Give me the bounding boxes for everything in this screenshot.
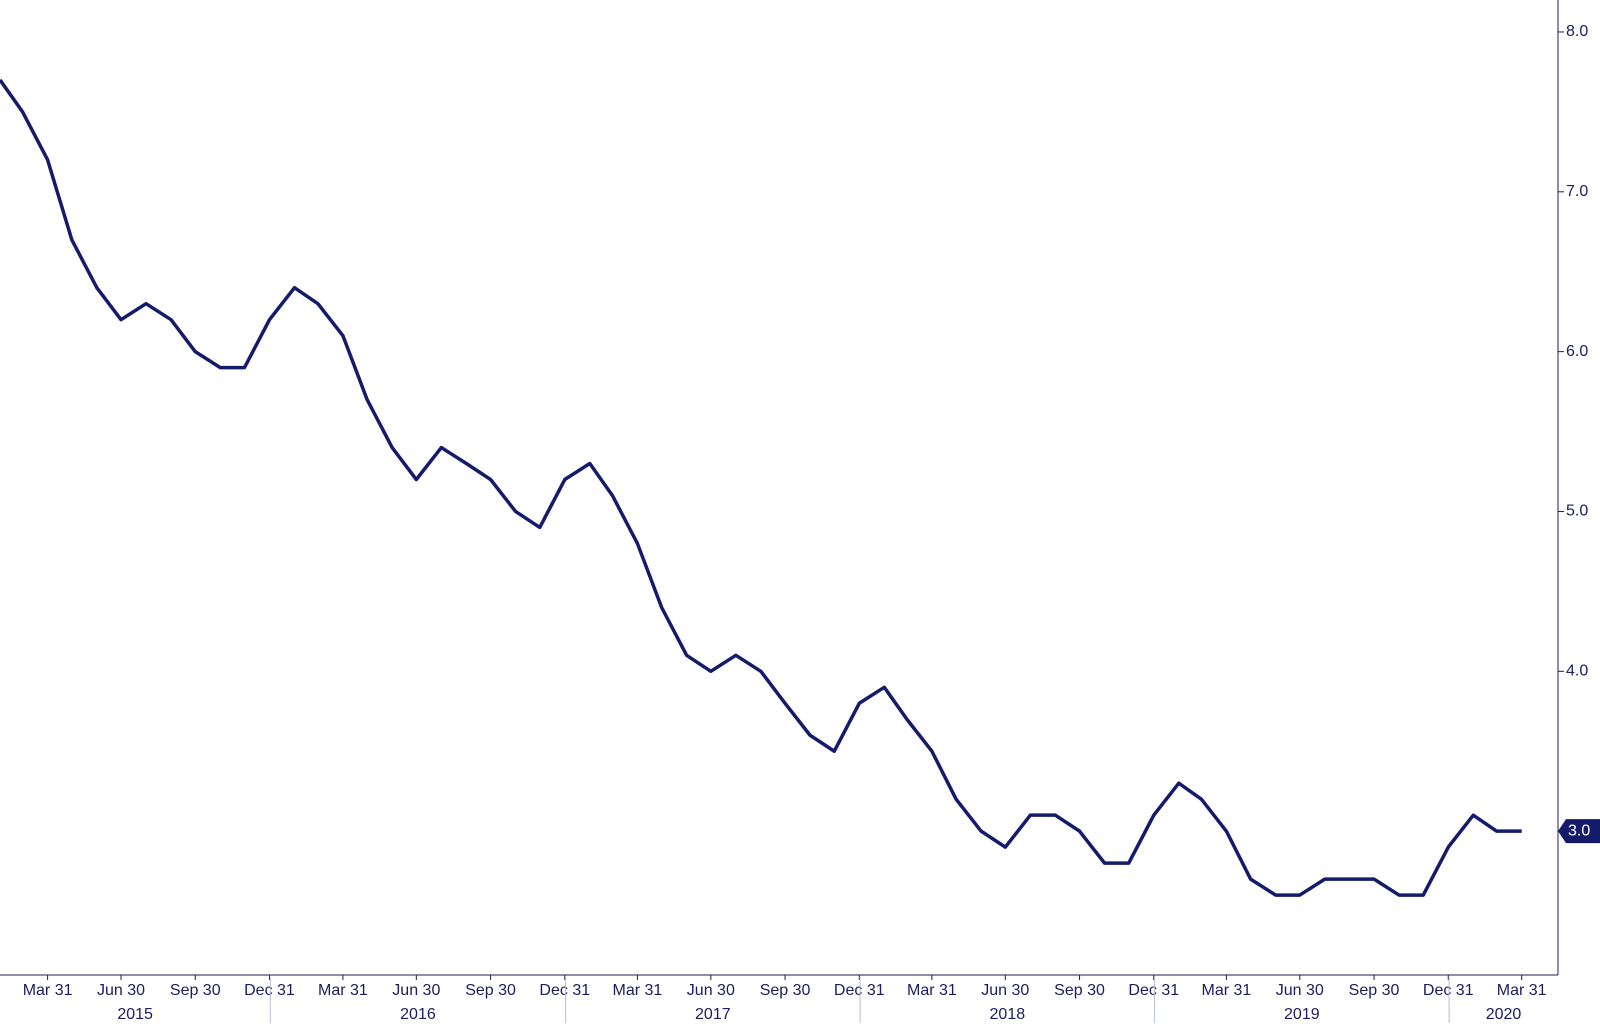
y-tick-label: 6.0 [1566,343,1588,360]
x-tick-label: Sep 30 [465,982,516,999]
x-tick-label: Dec 31 [1423,982,1474,999]
x-tick-label: Jun 30 [981,982,1029,999]
last-value-tag [1558,819,1600,844]
x-tick-label: Sep 30 [170,982,221,999]
last-value-label: 3.0 [1568,822,1590,839]
x-tick-label: Jun 30 [97,982,145,999]
year-label: 2017 [695,1006,731,1023]
line-series [0,78,1522,897]
x-tick-label: Dec 31 [244,982,295,999]
x-tick-label: Jun 30 [1276,982,1324,999]
y-tick-label: 8.0 [1566,23,1588,40]
x-tick-label: Mar 31 [1201,982,1251,999]
year-label: 2020 [1486,1006,1522,1023]
x-tick-label: Dec 31 [1128,982,1179,999]
x-tick-label: Sep 30 [1054,982,1105,999]
x-tick-label: Jun 30 [392,982,440,999]
year-label: 2016 [400,1006,436,1023]
year-label: 2015 [117,1006,153,1023]
x-tick-label: Sep 30 [1349,982,1400,999]
x-tick-label: Mar 31 [907,982,957,999]
year-label: 2018 [990,1006,1026,1023]
y-tick-label: 7.0 [1566,183,1588,200]
y-tick-label: 5.0 [1566,503,1588,520]
y-tick-label: 4.0 [1566,663,1588,680]
year-label: 2019 [1284,1006,1320,1023]
x-tick-label: Mar 31 [318,982,368,999]
x-tick-label: Jun 30 [687,982,735,999]
x-tick-label: Mar 31 [23,982,73,999]
x-tick-label: Dec 31 [539,982,590,999]
x-tick-label: Dec 31 [834,982,885,999]
x-tick-label: Mar 31 [613,982,663,999]
x-tick-label: Sep 30 [760,982,811,999]
x-tick-label: Mar 31 [1497,982,1547,999]
